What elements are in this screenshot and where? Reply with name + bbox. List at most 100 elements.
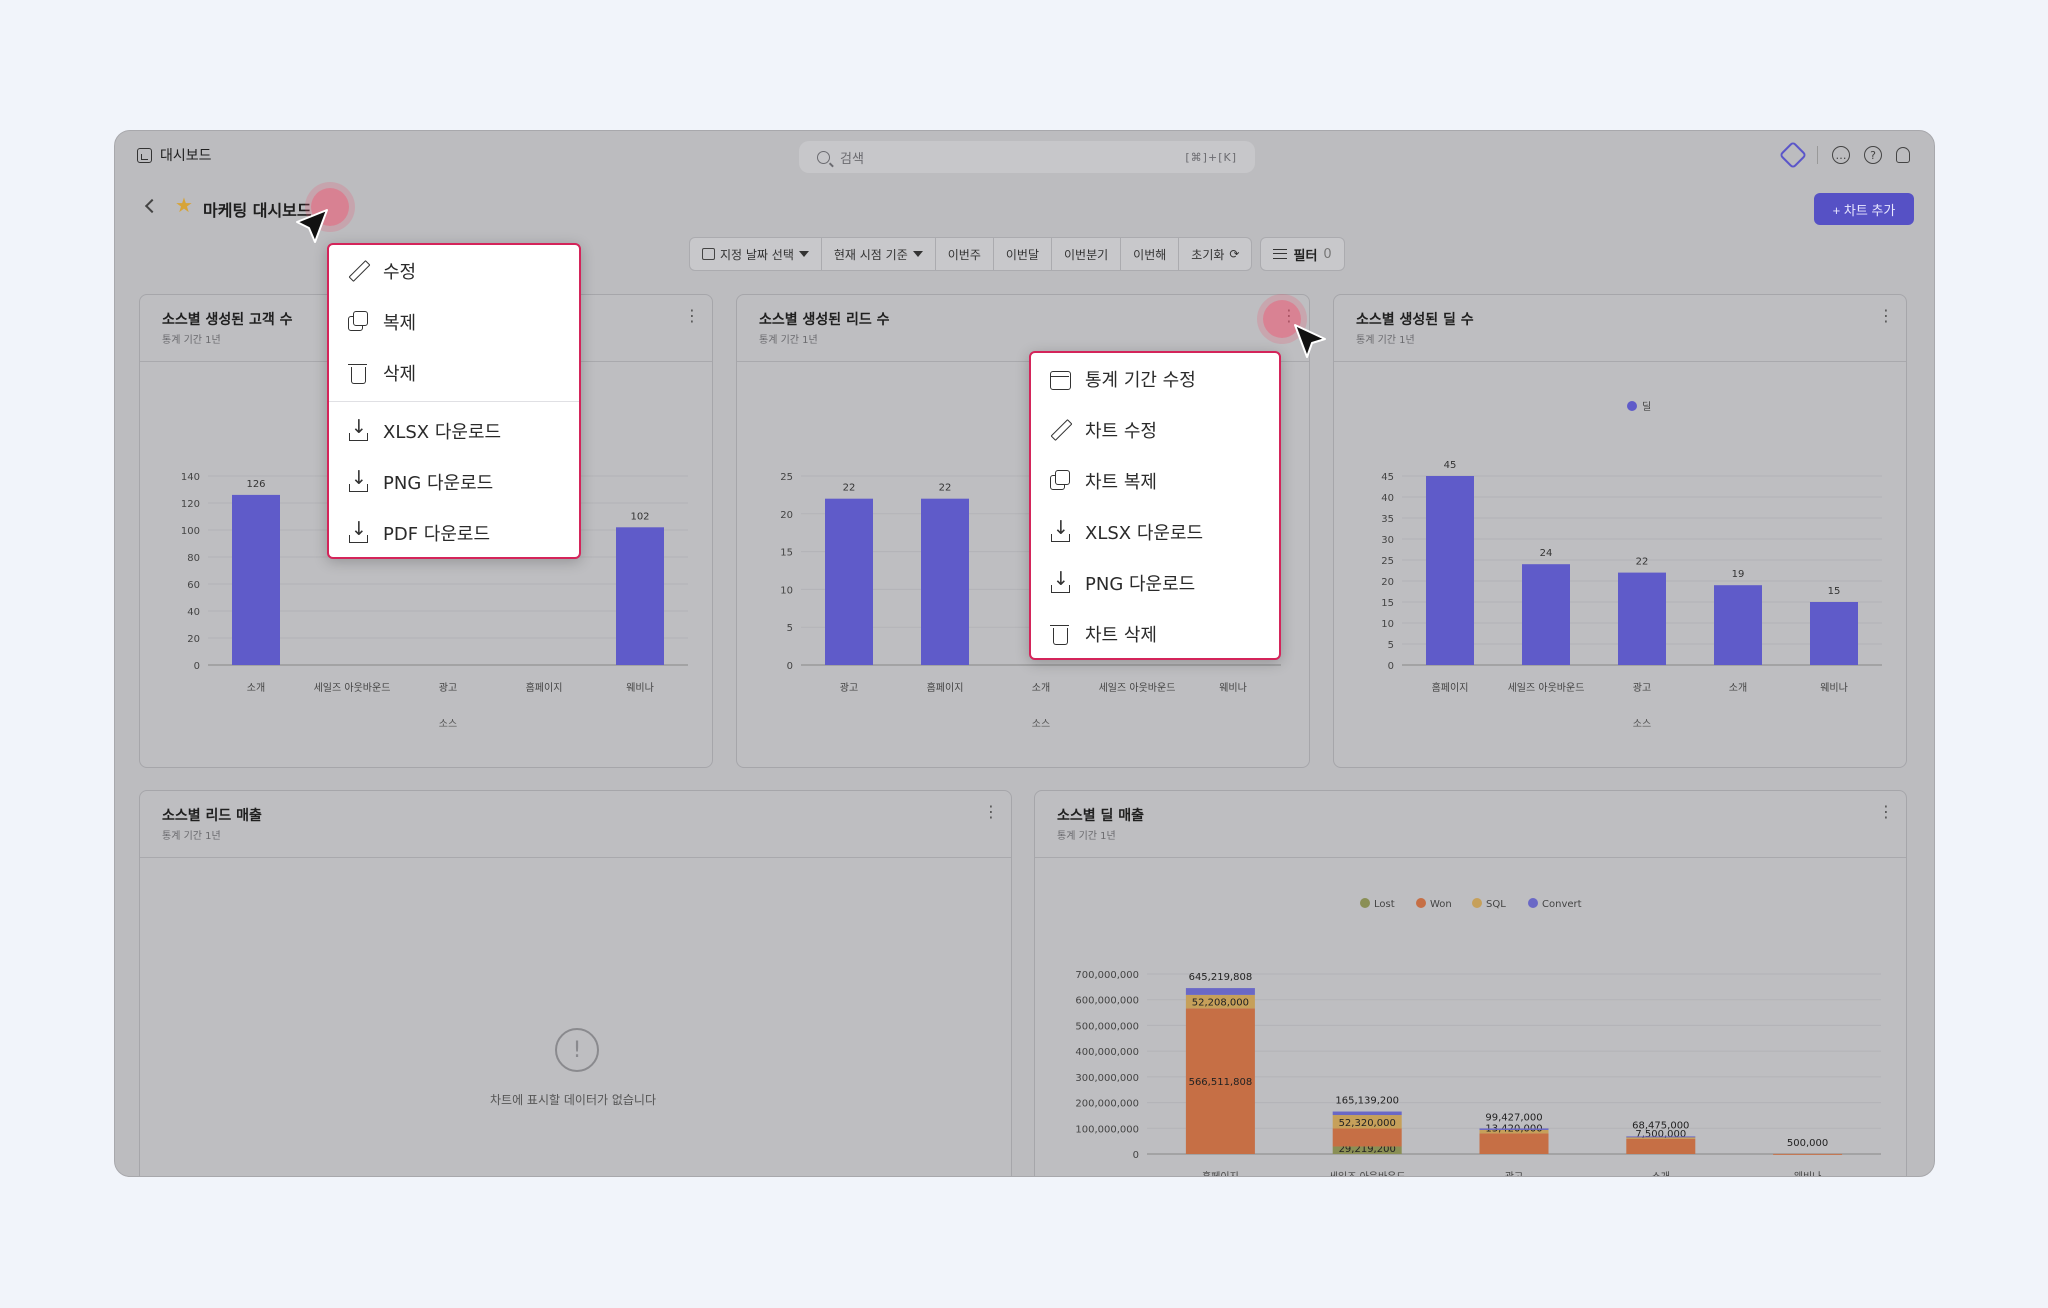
bar <box>1522 564 1570 665</box>
chart-customers: 0 20 40 60 80 100 120 140 소개 126 세일즈 아웃바운드 광고 홈페이지 웨비… <box>181 472 688 730</box>
bar-segment-won <box>1773 1153 1843 1155</box>
download-icon <box>347 416 369 442</box>
menu-item-download[interactable]: PNG 다운로드 <box>329 456 579 507</box>
x-tick-label: 세일즈 아웃바운드 <box>314 682 391 694</box>
data-label: 19 <box>1732 569 1745 580</box>
chart-title: 소스별 생성된 리드 수 <box>759 312 890 328</box>
menu-item-pencil[interactable]: 수정 <box>329 245 579 296</box>
total-label: 500,000 <box>1787 1138 1828 1149</box>
chart-subtitle: 통계 기간 1년 <box>162 335 221 346</box>
data-label: 102 <box>630 511 649 522</box>
calendar-icon <box>702 248 715 260</box>
legend-label: Convert <box>1542 899 1582 910</box>
back-icon[interactable] <box>144 198 160 214</box>
search-icon <box>817 150 830 164</box>
date-select-label: 지정 날짜 선택 <box>720 247 794 262</box>
bar <box>232 494 280 665</box>
date-range-group: 지정 날짜 선택 현재 시점 기준 이번주 이번달 이번분기 이번해 초기화 ⟳ <box>689 237 1253 271</box>
top-icons: … ? <box>1778 140 1910 170</box>
menu-item-copy[interactable]: 복제 <box>329 296 579 347</box>
x-tick-label: 소개 <box>247 682 265 694</box>
data-label: 52,320,000 <box>1339 1118 1396 1129</box>
chart-title: 소스별 딜 매출 <box>1057 808 1145 824</box>
chart-subtitle: 통계 기간 1년 <box>1057 831 1116 842</box>
bar <box>1810 602 1858 665</box>
y-tick-label: 25 <box>780 472 793 483</box>
bell-icon[interactable] <box>1896 147 1910 163</box>
menu-item-trash[interactable]: 차트 삭제 <box>1031 608 1279 659</box>
data-label: 22 <box>939 483 952 494</box>
more-options-icon[interactable]: ⋮ <box>983 802 999 821</box>
menu-item-calendar[interactable]: 통계 기간 수정 <box>1031 353 1279 404</box>
range-this-month[interactable]: 이번달 <box>994 238 1052 270</box>
x-tick-label: 웨비나 <box>1794 1171 1822 1177</box>
search-input[interactable]: 검색 [⌘]+[K] <box>799 141 1255 173</box>
menu-item-copy[interactable]: 차트 복제 <box>1031 455 1279 506</box>
menu-item-label: 복제 <box>383 312 417 334</box>
range-this-quarter[interactable]: 이번분기 <box>1052 238 1122 270</box>
x-axis-title: 소스 <box>1633 718 1651 730</box>
chart-subtitle: 통계 기간 1년 <box>759 335 818 346</box>
search-placeholder: 검색 <box>840 151 864 167</box>
menu-item-pencil[interactable]: 차트 수정 <box>1031 404 1279 455</box>
help-icon[interactable]: ? <box>1864 146 1882 164</box>
refresh-icon: ⟳ <box>1229 247 1240 261</box>
time-basis-dropdown[interactable]: 현재 시점 기준 <box>822 238 936 270</box>
page-title[interactable]: 마케팅 대시보드 <box>203 201 312 220</box>
download-icon <box>1049 517 1071 543</box>
menu-item-label: PDF 다운로드 <box>383 523 491 545</box>
data-label: 24 <box>1540 548 1553 559</box>
filter-button[interactable]: 필터 0 <box>1260 237 1345 271</box>
x-tick-label: 홈페이지 <box>526 681 563 694</box>
bar-segment-convert <box>1479 1128 1549 1130</box>
menu-item-download[interactable]: XLSX 다운로드 <box>329 405 579 456</box>
filter-label: 필터 <box>1293 248 1318 264</box>
dashboard-header: ★ 마케팅 대시보드 + 차트 추가 <box>115 181 1934 233</box>
y-tick-label: 15 <box>780 548 793 559</box>
y-tick-label: 300,000,000 <box>1075 1073 1139 1084</box>
menu-item-trash[interactable]: 삭제 <box>329 347 579 398</box>
app-title[interactable]: 대시보드 <box>137 145 212 165</box>
bar <box>616 527 664 665</box>
legend-marker <box>1416 898 1426 908</box>
date-select-dropdown[interactable]: 지정 날짜 선택 <box>690 238 822 270</box>
star-icon[interactable]: ★ <box>175 193 193 217</box>
reset-button[interactable]: 초기화 ⟳ <box>1179 238 1251 270</box>
divider <box>140 857 1011 858</box>
data-label: 126 <box>246 479 265 490</box>
chart-deals: 0 5 10 15 20 25 30 35 40 45 홈페이지 45 세일즈 아웃바운드 24 광고 22 소… <box>1381 401 1882 730</box>
legend-label: Lost <box>1374 899 1395 910</box>
bar-segment-sql <box>1626 1136 1696 1139</box>
range-this-year[interactable]: 이번해 <box>1121 238 1180 270</box>
x-tick-label: 소개 <box>1032 682 1050 694</box>
legend-marker <box>1627 401 1637 411</box>
y-tick-label: 0 <box>1388 661 1394 672</box>
brand-logo-icon[interactable] <box>1778 140 1808 170</box>
chart-subtitle: 통계 기간 1년 <box>1356 335 1415 346</box>
y-tick-label: 0 <box>787 661 793 672</box>
divider <box>737 361 1309 362</box>
range-this-week[interactable]: 이번주 <box>936 238 994 270</box>
add-chart-button[interactable]: + 차트 추가 <box>1814 193 1914 225</box>
y-tick-label: 80 <box>187 553 200 564</box>
x-tick-label: 홈페이지 <box>927 681 964 694</box>
x-tick-label: 세일즈 아웃바운드 <box>1099 682 1176 694</box>
menu-item-download[interactable]: PDF 다운로드 <box>329 507 579 558</box>
bar <box>921 498 969 665</box>
y-tick-label: 5 <box>1388 640 1394 651</box>
menu-item-label: XLSX 다운로드 <box>1085 522 1204 544</box>
y-tick-label: 15 <box>1381 598 1394 609</box>
menu-item-download[interactable]: XLSX 다운로드 <box>1031 506 1279 557</box>
menu-item-download[interactable]: PNG 다운로드 <box>1031 557 1279 608</box>
search-shortcut: [⌘]+[K] <box>1185 150 1237 164</box>
bar-segment-sql <box>1479 1129 1549 1134</box>
chart-subtitle: 통계 기간 1년 <box>162 831 221 842</box>
click-indicator <box>1263 300 1301 338</box>
y-tick-label: 0 <box>1133 1150 1139 1161</box>
chat-icon[interactable]: … <box>1832 146 1850 164</box>
x-tick-label: 웨비나 <box>626 682 654 694</box>
reset-label: 초기화 <box>1191 247 1225 262</box>
chart-card-lead-revenue: 소스별 리드 매출 통계 기간 1년 ⋮ ! 차트에 표시할 데이터가 없습니다 <box>139 790 1012 1176</box>
